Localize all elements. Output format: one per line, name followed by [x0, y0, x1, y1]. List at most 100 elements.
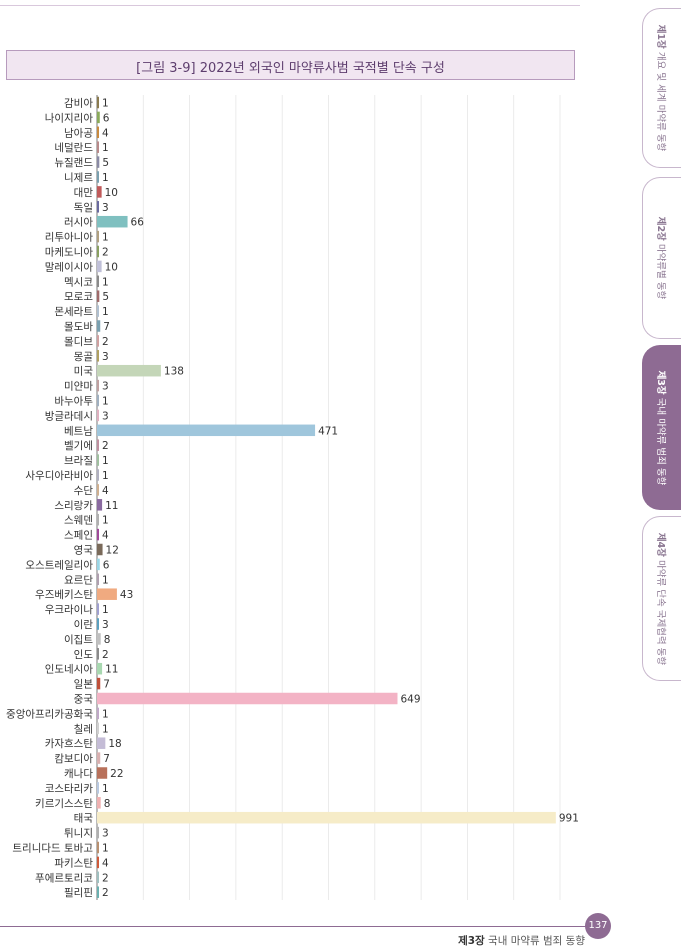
data-label: 4 — [102, 857, 109, 869]
bar — [97, 618, 99, 630]
category-label: 인도네시아 — [45, 664, 94, 676]
bar — [97, 126, 99, 139]
bar — [97, 305, 99, 317]
category-label: 대만 — [74, 187, 94, 199]
bar — [97, 782, 99, 794]
data-label: 1 — [102, 515, 109, 527]
data-label: 471 — [318, 425, 338, 437]
bar — [97, 871, 99, 884]
bar — [97, 692, 398, 705]
bar — [97, 737, 106, 749]
category-label: 중앙아프리카공화국 — [6, 708, 93, 720]
bar — [97, 275, 99, 288]
tab-chapter-2[interactable]: 제2장 마약류별 동향 — [642, 177, 681, 339]
category-label: 멕시코 — [64, 276, 93, 288]
bar — [97, 528, 99, 541]
category-label: 미얀마 — [64, 380, 93, 393]
category-label: 뉴질랜드 — [54, 157, 93, 169]
data-label: 2 — [102, 440, 109, 452]
category-label: 태국 — [74, 813, 94, 825]
bar — [97, 290, 100, 302]
data-label: 43 — [120, 589, 133, 601]
tab-chapter-1-label: 개요 및 세계 마약류 동향 — [655, 51, 666, 152]
category-label: 트리니다드 토바고 — [12, 843, 93, 855]
category-label: 수단 — [74, 485, 94, 497]
data-label: 138 — [164, 366, 184, 378]
bar — [97, 499, 103, 511]
bar — [97, 96, 99, 109]
category-label: 필리핀 — [64, 887, 93, 899]
category-label: 캐나다 — [64, 768, 93, 780]
category-label: 사우디아라비아 — [25, 470, 93, 482]
data-label: 12 — [106, 545, 119, 557]
data-label: 11 — [105, 664, 118, 676]
category-label: 오스트레일리아 — [25, 558, 93, 571]
bar — [97, 826, 99, 839]
category-label: 이란 — [74, 619, 94, 631]
data-label: 649 — [400, 694, 420, 706]
bar — [97, 364, 161, 377]
category-label: 나이지리아 — [45, 112, 94, 124]
bar — [97, 633, 101, 645]
bar — [97, 141, 99, 153]
data-label: 7 — [103, 321, 110, 333]
bar — [97, 454, 99, 466]
bar — [97, 350, 99, 362]
bar — [97, 201, 99, 213]
category-label: 푸에르토리코 — [35, 872, 93, 884]
bar — [97, 439, 99, 451]
category-label: 우즈베키스탄 — [35, 589, 93, 601]
category-label: 튀니지 — [64, 828, 93, 840]
category-label: 독일 — [74, 201, 93, 214]
data-label: 1 — [102, 470, 109, 482]
data-label: 10 — [105, 187, 118, 199]
category-label: 중국 — [74, 694, 94, 706]
bar — [97, 841, 99, 854]
data-label: 8 — [104, 634, 111, 646]
data-label: 11 — [105, 500, 118, 512]
category-label: 스웨덴 — [64, 515, 93, 527]
data-label: 5 — [102, 291, 109, 303]
tab-chapter-4-label: 마약류 단속 국제협력 동향 — [655, 559, 666, 665]
category-label: 파키스탄 — [54, 857, 93, 869]
data-label: 3 — [102, 410, 109, 422]
bar — [97, 603, 99, 615]
chart-grid — [96, 95, 561, 900]
category-label: 일본 — [74, 678, 94, 691]
tab-chapter-4[interactable]: 제4장 마약류 단속 국제협력 동향 — [642, 516, 681, 681]
data-label: 2 — [102, 872, 109, 884]
bar — [97, 677, 101, 690]
data-label: 1 — [102, 98, 109, 110]
data-label: 1 — [102, 604, 109, 616]
footer-rule — [0, 926, 608, 927]
bar — [97, 111, 100, 124]
category-label: 모로코 — [64, 291, 93, 303]
bar — [97, 662, 103, 675]
data-label: 10 — [105, 261, 118, 273]
category-label: 브라질 — [64, 455, 93, 467]
category-label: 칠레 — [74, 723, 93, 735]
category-label: 요르단 — [64, 574, 93, 586]
data-label: 4 — [102, 530, 109, 542]
tab-chapter-1[interactable]: 제1장 개요 및 세계 마약류 동향 — [642, 8, 681, 168]
bar — [97, 424, 316, 437]
category-label: 이집트 — [64, 634, 93, 646]
category-label: 키르기스스탄 — [35, 798, 93, 810]
bar — [97, 320, 101, 332]
bar — [97, 573, 99, 586]
bar — [97, 886, 99, 898]
data-label: 1 — [102, 172, 109, 184]
tab-chapter-3[interactable]: 제3장 국내 마약류 범죄 동향 — [642, 345, 681, 510]
tab-chapter-3-num: 제3장 — [655, 370, 666, 395]
data-label: 6 — [103, 559, 110, 571]
category-label: 바누아투 — [54, 396, 93, 408]
footer-chapter: 제3장 — [458, 935, 485, 947]
data-label: 7 — [103, 679, 110, 691]
footer-title: 국내 마약류 범죄 동향 — [488, 935, 585, 947]
bar — [97, 394, 99, 407]
data-label: 1 — [102, 708, 109, 720]
data-label: 1 — [102, 276, 109, 288]
data-label: 4 — [102, 127, 109, 139]
data-label: 2 — [102, 336, 109, 348]
